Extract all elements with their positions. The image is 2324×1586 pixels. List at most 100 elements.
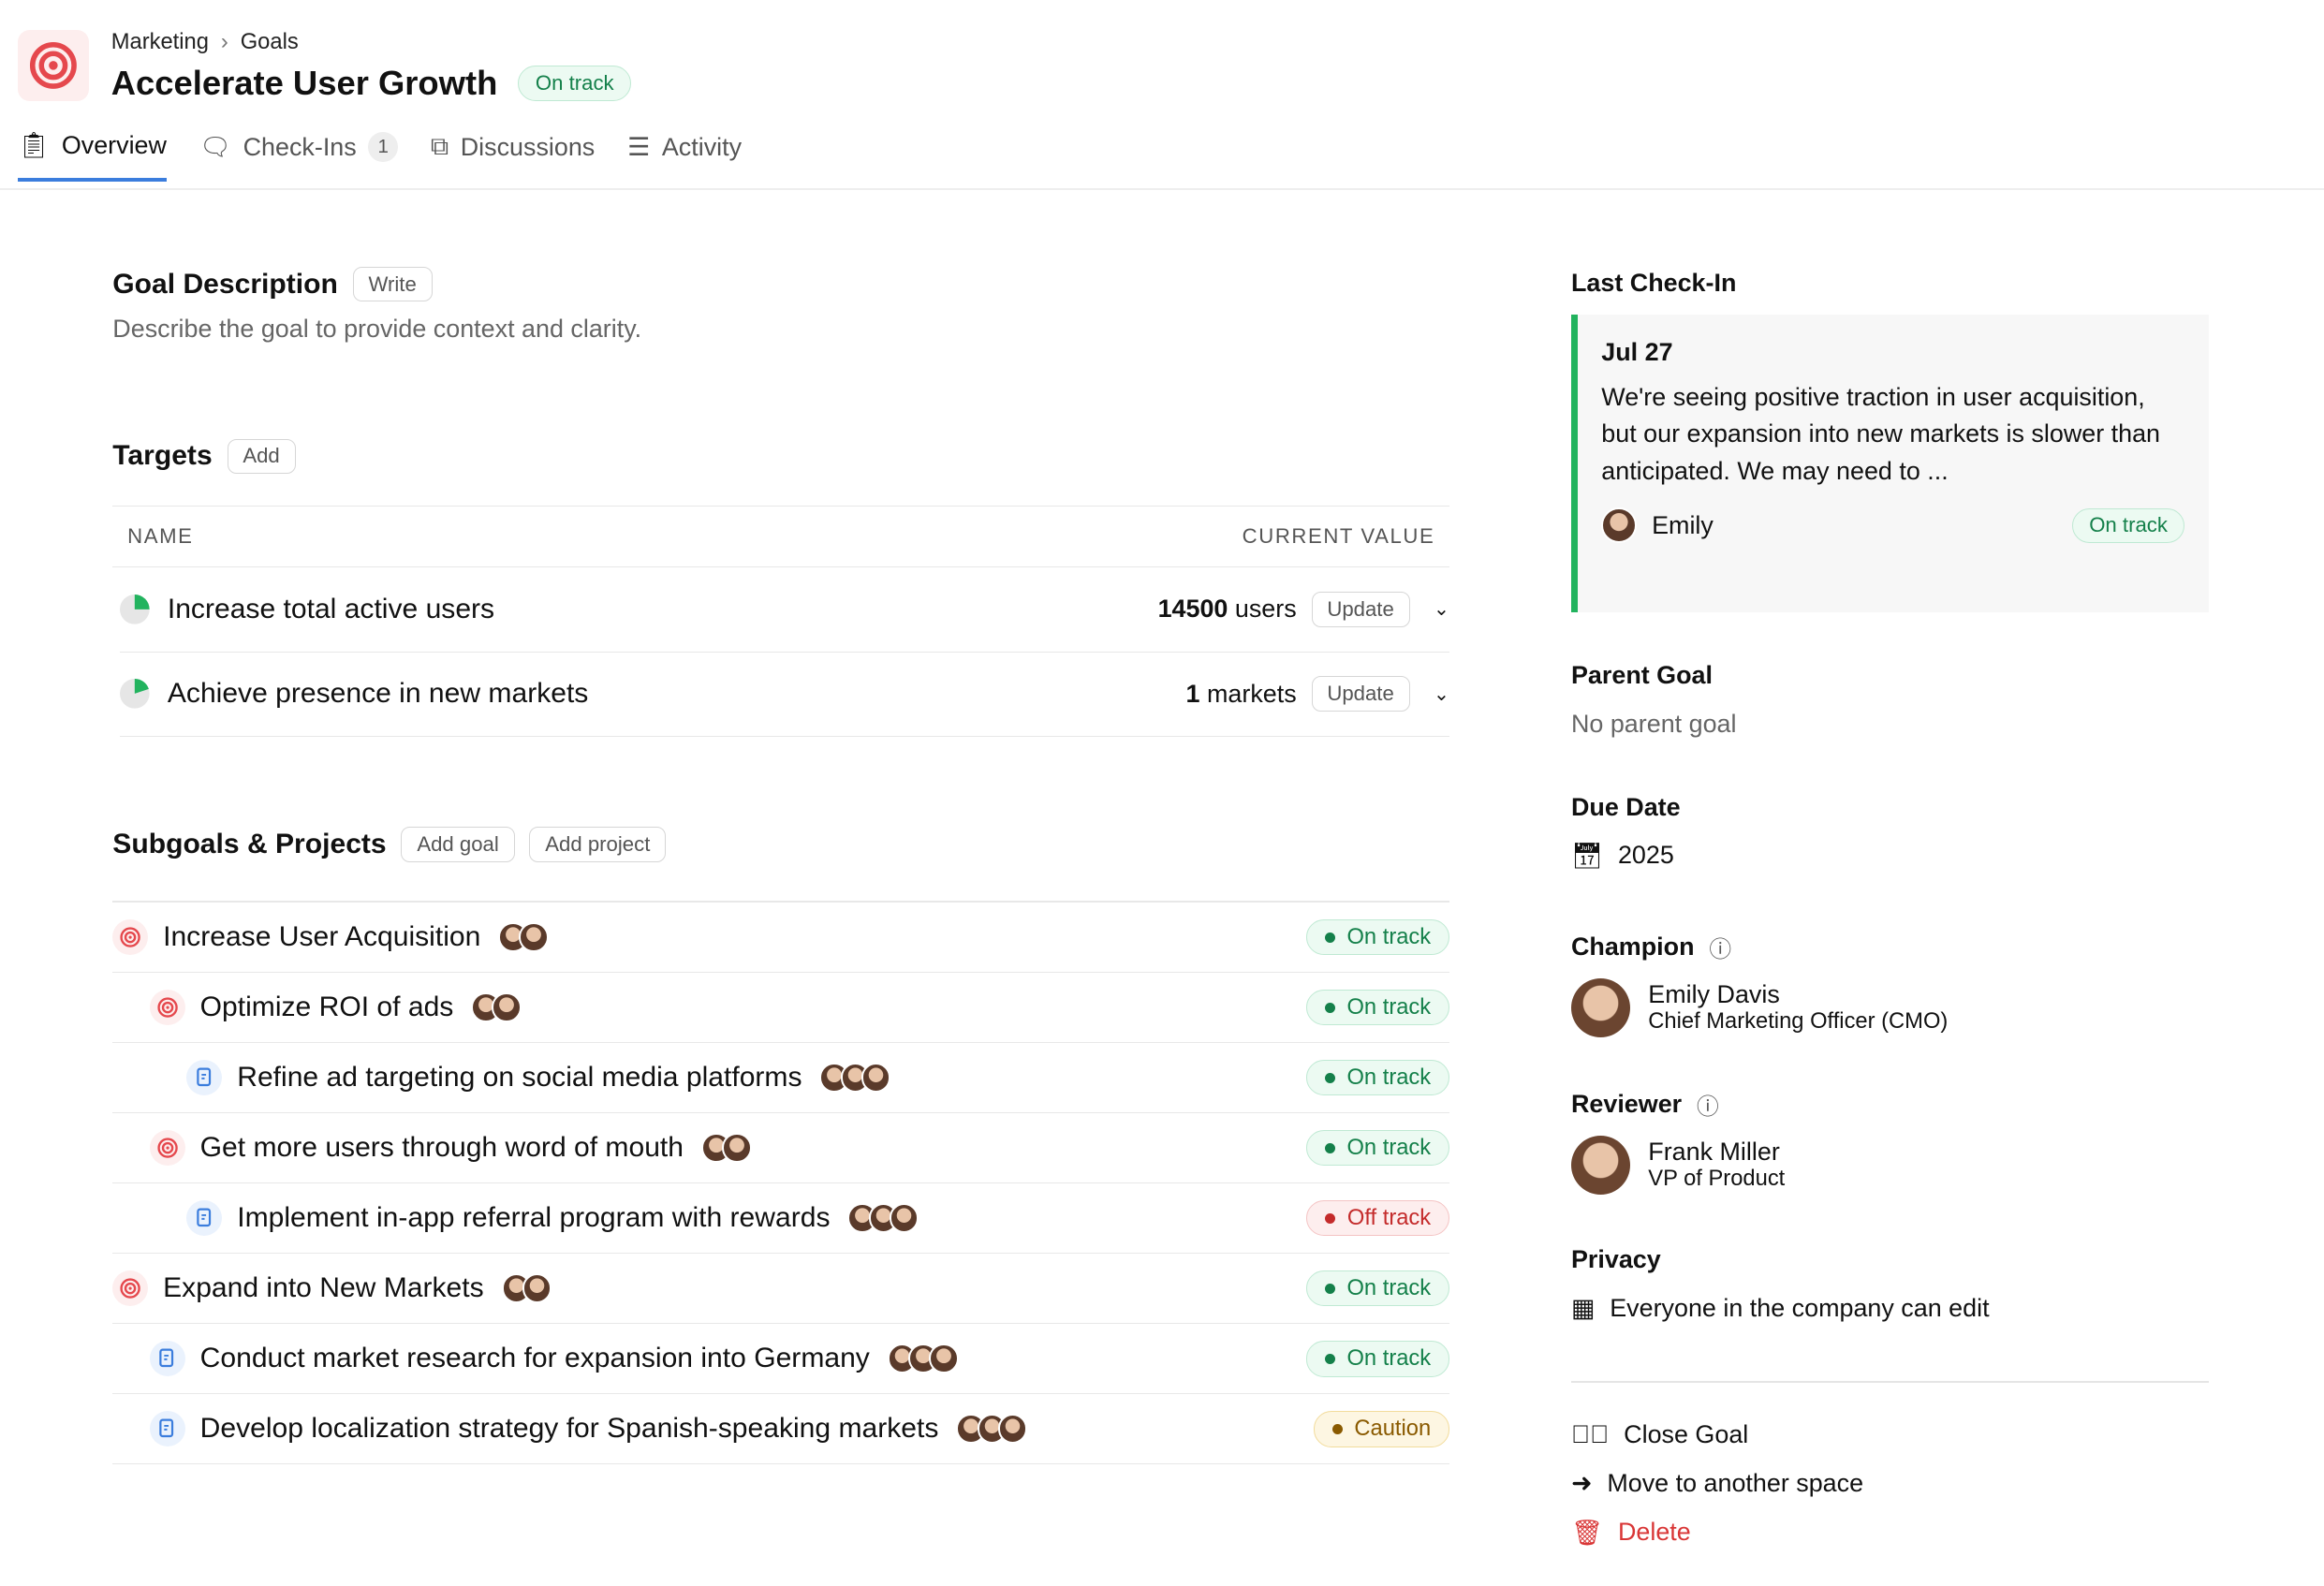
avatar [492, 992, 522, 1022]
contributor-avatars [498, 922, 550, 952]
subgoal-name[interactable]: Develop localization strategy for Spanis… [199, 1413, 939, 1445]
subgoal-row[interactable]: Implement in-app referral program with r… [112, 1183, 1450, 1255]
list-icon: ☰ [627, 132, 651, 161]
status-dot [1331, 1423, 1343, 1434]
status-dot [1324, 1072, 1335, 1083]
contributor-avatars [700, 1133, 752, 1163]
subgoal-name[interactable]: Optimize ROI of ads [199, 991, 454, 1023]
goal-logo [17, 29, 89, 101]
action-label: Close Goal [1624, 1419, 1749, 1448]
status-label: On track [1346, 1135, 1432, 1160]
subgoal-name[interactable]: Refine ad targeting on social media plat… [237, 1062, 802, 1094]
count-badge: 1 [368, 132, 399, 163]
contributor-avatars [847, 1203, 919, 1234]
tab-bar: 📋︎ Overview 🗨︎ Check-Ins 1 ⧉ Discussions ☰ Ac… [17, 130, 742, 183]
subgoal-row[interactable]: Conduct market research for expansion in… [112, 1324, 1450, 1395]
project-icon [186, 1200, 223, 1237]
update-button[interactable]: Update [1311, 592, 1410, 627]
status-badge: Caution [1313, 1411, 1450, 1447]
clipboard-icon: 📋︎ [17, 131, 51, 160]
champion[interactable]: Emily Davis Chief Marketing Officer (CMO) [1570, 977, 1949, 1038]
subgoal-row[interactable]: Get more users through word of mouth On … [112, 1113, 1450, 1184]
check-circle-icon: ✓⃝ [1570, 1419, 1610, 1448]
status-dot [1324, 932, 1335, 943]
parent-goal-heading: Parent Goal [1570, 661, 1713, 690]
page-title-row: Accelerate User Growth On track [111, 64, 632, 103]
tab-label: Check-Ins [243, 132, 357, 161]
subgoal-name[interactable]: Expand into New Markets [163, 1272, 484, 1304]
action-label: Delete [1617, 1518, 1691, 1547]
breadcrumb: Marketing › Goals [111, 30, 299, 55]
tab-overview[interactable]: 📋︎ Overview [17, 130, 167, 183]
column-name: NAME [127, 524, 194, 549]
chevron-down-icon[interactable]: ⌄ [1433, 683, 1450, 705]
parent-goal-value: No parent goal [1570, 710, 1737, 739]
add-goal-button[interactable]: Add goal [401, 827, 515, 862]
tab-discussions[interactable]: ⧉ Discussions [431, 130, 595, 182]
contributor-avatars [956, 1414, 1028, 1445]
tab-activity[interactable]: ☰ Activity [627, 130, 742, 182]
avatar [519, 922, 550, 952]
reviewer-role: VP of Product [1648, 1167, 1786, 1192]
add-target-button[interactable]: Add [227, 438, 296, 475]
checkin-text: We're seeing positive traction in user a… [1601, 382, 2161, 485]
status-badge: On track [1305, 989, 1450, 1026]
project-icon [186, 1060, 223, 1096]
delete-button[interactable]: 🗑︎ Delete [1571, 1518, 1691, 1548]
last-checkin-heading: Last Check-In [1570, 268, 1737, 297]
status-badge: On track [1305, 1270, 1450, 1307]
subgoal-name[interactable]: Conduct market research for expansion in… [199, 1343, 870, 1374]
privacy-heading: Privacy [1570, 1244, 1661, 1273]
update-button[interactable]: Update [1311, 676, 1410, 712]
section-title: Targets [112, 440, 213, 472]
subgoal-name[interactable]: Implement in-app referral program with r… [237, 1202, 831, 1234]
target-icon [149, 990, 185, 1026]
reviewer[interactable]: Frank Miller VP of Product [1570, 1135, 1786, 1195]
target-value: 14500 [1157, 595, 1228, 624]
subgoal-row[interactable]: Increase User Acquisition On track [112, 903, 1450, 974]
breadcrumb-goals[interactable]: Goals [240, 29, 299, 54]
reviewer-heading: Reviewer ⓘ [1571, 1088, 1719, 1121]
chevron-down-icon[interactable]: ⌄ [1433, 598, 1450, 621]
move-space-button[interactable]: ➜ Move to another space [1571, 1469, 1863, 1498]
avatar [722, 1133, 752, 1163]
target-value: 1 [1185, 679, 1200, 708]
privacy[interactable]: ▦ Everyone in the company can edit [1571, 1294, 1990, 1323]
target-unit: markets [1206, 679, 1297, 708]
discussions-icon: ⧉ [430, 132, 449, 161]
arrow-right-circle-icon: ➜ [1570, 1468, 1593, 1497]
avatar [889, 1203, 919, 1234]
due-date-heading: Due Date [1570, 792, 1681, 821]
status-label: Off track [1346, 1205, 1432, 1230]
status-badge: On track [1305, 1129, 1450, 1167]
breadcrumb-marketing[interactable]: Marketing [110, 29, 209, 54]
subgoal-row[interactable]: Expand into New Markets On track [112, 1254, 1450, 1325]
subgoal-name[interactable]: Get more users through word of mouth [199, 1132, 684, 1164]
info-icon[interactable]: ⓘ [1696, 1094, 1719, 1120]
last-checkin-card[interactable]: Jul 27 We're seeing positive traction in… [1570, 314, 2209, 612]
add-project-button[interactable]: Add project [529, 827, 667, 862]
targets-heading: Targets Add [112, 438, 296, 475]
section-title: Reviewer [1570, 1089, 1683, 1118]
due-date-value: 2025 [1617, 841, 1674, 870]
target-icon [112, 919, 149, 956]
calendar-icon: 📅︎ [1570, 841, 1604, 870]
champion-role: Chief Marketing Officer (CMO) [1648, 1009, 1949, 1035]
subgoal-name[interactable]: Increase User Acquisition [163, 921, 481, 953]
target-row[interactable]: Increase total active users 14500 users … [120, 567, 1450, 653]
due-date[interactable]: 📅︎ 2025 [1571, 841, 1674, 871]
chevron-right-icon: › [220, 29, 228, 54]
info-icon[interactable]: ⓘ [1709, 938, 1732, 963]
checkin-date: Jul 27 [1601, 337, 1673, 366]
target-icon [149, 1130, 185, 1167]
close-goal-button[interactable]: ✓⃝ Close Goal [1571, 1420, 1748, 1449]
progress-pie-icon [120, 679, 150, 709]
subgoal-row[interactable]: Develop localization strategy for Spanis… [112, 1394, 1450, 1465]
tab-check-ins[interactable]: 🗨︎ Check-Ins 1 [199, 130, 399, 182]
tab-label: Overview [61, 130, 167, 159]
write-button[interactable]: Write [352, 266, 433, 302]
contributor-avatars [887, 1344, 959, 1374]
target-row[interactable]: Achieve presence in new markets 1 market… [120, 653, 1450, 737]
subgoal-row[interactable]: Refine ad targeting on social media plat… [112, 1043, 1450, 1114]
subgoal-row[interactable]: Optimize ROI of ads On track [112, 973, 1450, 1044]
